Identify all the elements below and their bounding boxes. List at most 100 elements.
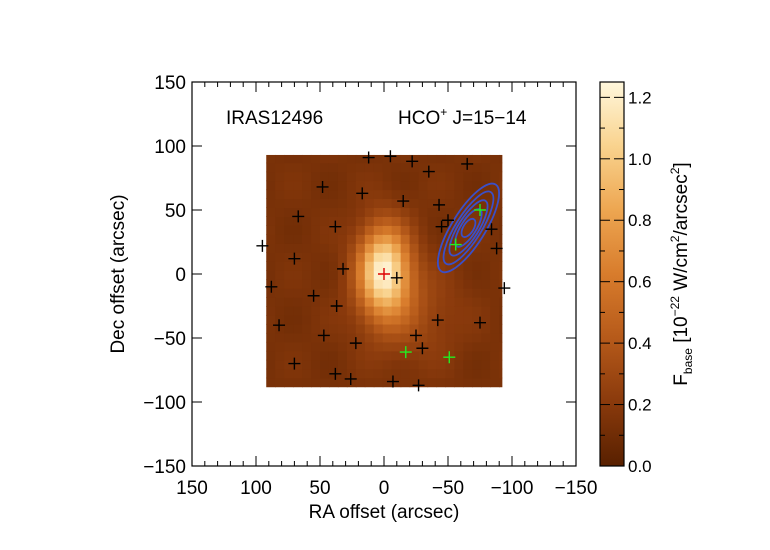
- heatmap-cell: [293, 234, 303, 244]
- heatmap-cell: [418, 180, 429, 191]
- colorbar-tick-label: 0.6: [628, 273, 652, 292]
- heatmap-cell: [499, 306, 503, 316]
- heatmap-cell: [284, 368, 294, 379]
- heatmap-cell: [409, 288, 420, 298]
- heatmap-cell: [266, 359, 276, 370]
- heatmap-cell: [427, 216, 438, 226]
- heatmap-cell: [391, 261, 402, 271]
- heatmap-cell: [293, 297, 303, 307]
- heatmap-cell: [346, 234, 357, 244]
- heatmap-cell: [418, 288, 429, 298]
- heatmap-cell: [284, 332, 294, 343]
- heatmap-cell: [302, 261, 312, 271]
- heatmap-cell: [373, 225, 384, 235]
- heatmap-cell: [463, 180, 473, 191]
- heatmap-cell: [311, 377, 321, 388]
- pointing-marker: [410, 329, 422, 342]
- heatmap-cell: [328, 207, 339, 217]
- heatmap-cell: [409, 162, 420, 173]
- heatmap-cell: [391, 323, 402, 334]
- heatmap-cell: [320, 377, 330, 388]
- heatmap-cell: [409, 252, 420, 262]
- heatmap-cell: [436, 332, 447, 343]
- heatmap-cell: [302, 270, 312, 280]
- heatmap-cell: [499, 154, 503, 164]
- heatmap-cell: [284, 288, 294, 298]
- heatmap-cell: [355, 323, 366, 334]
- heatmap-cell: [373, 189, 384, 200]
- heatmap-cell: [373, 162, 384, 173]
- heatmap-cell: [400, 189, 411, 200]
- heatmap-cell: [418, 225, 429, 235]
- heatmap-cell: [320, 341, 330, 352]
- pointing-marker: [344, 372, 357, 385]
- pointing-marker-green: [474, 204, 486, 216]
- x-tick-label: 100: [240, 478, 272, 499]
- heatmap-cell: [445, 359, 455, 370]
- heatmap-cell: [409, 171, 420, 182]
- heatmap-cell: [436, 162, 447, 173]
- heatmap-cell: [293, 180, 303, 191]
- heatmap-cell: [275, 225, 285, 235]
- heatmap-cell: [320, 359, 330, 370]
- heatmap-cell: [337, 270, 348, 280]
- heatmap-cell: [346, 207, 357, 217]
- heatmap-cell: [275, 377, 285, 388]
- heatmap-cell: [364, 234, 375, 244]
- heatmap-cell: [293, 225, 303, 235]
- pointing-marker: [256, 239, 269, 252]
- heatmap-cell: [320, 279, 330, 289]
- heatmap-cell: [463, 243, 473, 253]
- pointing-markers: [256, 150, 511, 392]
- heatmap-cell: [364, 162, 375, 173]
- pointing-marker: [356, 187, 369, 200]
- heatmap-cell: [445, 279, 455, 289]
- heatmap-cell: [400, 216, 411, 226]
- heatmap-cell: [391, 350, 402, 361]
- heatmap-cell: [382, 270, 393, 280]
- heatmap-cell: [284, 171, 294, 182]
- heatmap-cell: [337, 297, 348, 307]
- heatmap-cell: [355, 297, 366, 307]
- heatmap-cell: [436, 368, 447, 379]
- pointing-marker-green: [443, 351, 456, 364]
- heatmap-cell: [391, 306, 402, 316]
- heatmap-cell: [293, 154, 303, 164]
- heatmap-cell: [400, 154, 411, 164]
- heatmap-cell: [409, 314, 420, 325]
- heatmap-cell: [391, 332, 402, 343]
- heatmap-cell: [346, 332, 357, 343]
- heatmap-cell: [346, 243, 357, 253]
- heatmap-cell: [328, 350, 339, 361]
- heatmap-cell: [436, 154, 447, 164]
- heatmap-cell: [337, 216, 348, 226]
- heatmap-cell: [373, 270, 384, 280]
- heatmap-cell: [427, 243, 438, 253]
- heatmap-cell: [337, 198, 348, 209]
- heatmap-cell: [499, 288, 503, 298]
- heatmap-cell: [373, 306, 384, 316]
- heatmap-cell: [302, 332, 312, 343]
- pointing-marker: [431, 314, 444, 327]
- heatmap-cell: [400, 225, 411, 235]
- heatmap-cell: [364, 377, 375, 388]
- heatmap-cell: [275, 180, 285, 191]
- heatmap-cell: [409, 368, 420, 379]
- heatmap-cell: [328, 198, 339, 209]
- heatmap-cell: [311, 243, 321, 253]
- heatmap-cell: [373, 288, 384, 298]
- heatmap-cell: [346, 189, 357, 200]
- heatmap-cell: [275, 359, 285, 370]
- heatmap-cell: [355, 341, 366, 352]
- heatmap-cell: [311, 162, 321, 173]
- heatmap-cell: [382, 261, 393, 271]
- heatmap-cell: [445, 377, 455, 388]
- heatmap-cell: [302, 341, 312, 352]
- heatmap-cell: [400, 359, 411, 370]
- heatmap-cell: [373, 341, 384, 352]
- heatmap-cell: [490, 171, 500, 182]
- heatmap-cell: [266, 234, 276, 244]
- heatmap-cell: [463, 270, 473, 280]
- heatmap-cell: [346, 350, 357, 361]
- heatmap-cell: [481, 198, 491, 209]
